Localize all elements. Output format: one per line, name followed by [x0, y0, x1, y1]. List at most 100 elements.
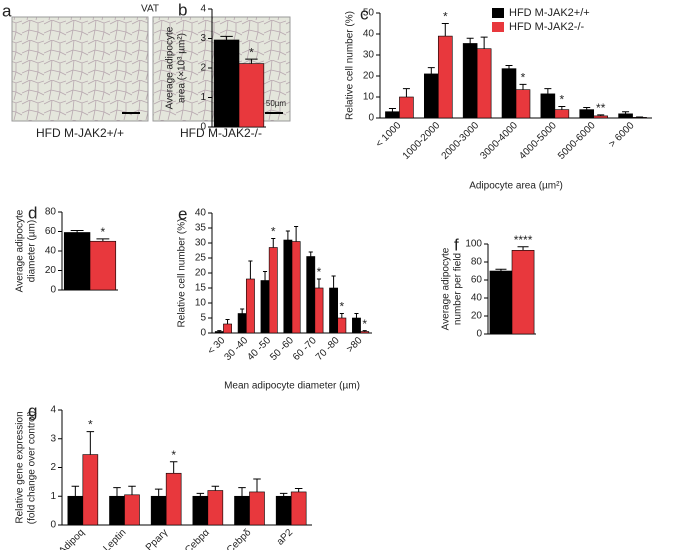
y-axis-label: number per field [453, 253, 464, 325]
bar [476, 48, 492, 119]
y-tick-label: 60 [45, 226, 57, 237]
bar [124, 494, 140, 526]
error-bar [211, 485, 220, 491]
caption: HFD M-JAK2+/+ [36, 126, 124, 140]
bar [223, 323, 232, 334]
bar [385, 111, 400, 119]
error-bar [339, 313, 344, 318]
bar [150, 495, 167, 526]
error-bar [253, 478, 261, 492]
bar [234, 495, 250, 526]
bar [245, 278, 255, 334]
y-tick-label: 50 [363, 8, 375, 19]
panel-label: e [178, 204, 187, 223]
error-bar [262, 271, 268, 281]
error-bar [240, 308, 245, 314]
x-tick-label: > 6000 [607, 120, 637, 150]
bar [329, 287, 339, 334]
error-bar [354, 313, 359, 318]
error-bar [271, 238, 276, 248]
bar [399, 96, 414, 119]
error-bar [217, 330, 222, 332]
x-tick-label: 50 -60 [268, 335, 296, 363]
y-tick-label: 80 [471, 257, 483, 268]
error-bar [96, 238, 110, 242]
y-tick-label: 40 [195, 208, 207, 219]
bar [67, 495, 84, 526]
bar [306, 256, 316, 334]
y-tick-label: 15 [195, 283, 207, 294]
y-tick-label: 35 [195, 223, 207, 234]
micrograph [11, 16, 149, 122]
legend-label: HFD M-JAK2-/- [509, 21, 585, 33]
y-tick-label: 40 [363, 29, 375, 40]
bar [291, 241, 301, 334]
bar [337, 317, 347, 334]
error-bar [113, 487, 121, 497]
error-bar [86, 431, 95, 455]
significance: * [101, 225, 106, 239]
bar [82, 454, 99, 526]
error-bar [294, 487, 303, 492]
error-bar [597, 114, 605, 116]
error-bar [169, 461, 178, 474]
panel-label: b [178, 0, 187, 19]
bar [213, 39, 240, 128]
significance: * [560, 93, 565, 107]
bar [511, 250, 535, 335]
x-tick-label: 3000-4000 [478, 120, 520, 162]
bar [593, 115, 609, 119]
bar [268, 247, 278, 334]
y-tick-label: 10 [363, 92, 375, 103]
y-tick-label: 0 [200, 122, 206, 133]
bar [437, 35, 453, 119]
bar [249, 491, 265, 526]
error-bar [225, 319, 230, 324]
bar [579, 109, 595, 119]
bar [554, 109, 570, 119]
y-tick-label: 40 [45, 246, 57, 257]
y-tick-label: 2 [50, 462, 56, 473]
x-axis-label: Adipocyte area (µm²) [469, 181, 563, 192]
caption: HFD M-JAK2-/- [180, 126, 262, 140]
error-bar [622, 111, 630, 114]
bar [260, 280, 270, 334]
bar [63, 232, 91, 291]
bar [501, 68, 517, 119]
image-title: VAT [141, 4, 159, 15]
x-tick-label: 4000-5000 [517, 120, 559, 162]
x-tick-label: Pparγ [144, 527, 170, 550]
y-tick-label: 4 [200, 4, 206, 15]
y-tick-label: 20 [45, 265, 57, 276]
significance: **** [514, 233, 533, 247]
error-bar [495, 268, 507, 271]
error-bar [362, 330, 367, 332]
error-bar [248, 260, 253, 279]
y-tick-label: 1 [50, 491, 56, 502]
x-tick-label: Cebpδ [225, 527, 254, 550]
y-tick-label: 0 [200, 328, 206, 339]
bar [275, 495, 292, 526]
error-bar [316, 278, 322, 288]
x-tick-label: 40 -50 [245, 335, 273, 363]
error-bar [558, 105, 566, 110]
bar [109, 495, 125, 526]
x-tick-label: aP2 [275, 527, 296, 548]
scale-label: 50µm [266, 99, 287, 108]
bar [290, 491, 307, 526]
error-bar [196, 492, 205, 497]
error-bar [285, 230, 290, 240]
y-tick-label: 3 [50, 433, 56, 444]
error-bar [128, 485, 136, 495]
y-axis-label: Average adipocyte [441, 247, 452, 330]
x-tick-label: 60 -70 [291, 335, 319, 363]
y-tick-label: 0 [50, 520, 56, 531]
bar [207, 490, 224, 526]
x-tick-label: 70 -80 [314, 335, 342, 363]
y-tick-label: 80 [45, 207, 57, 218]
bar [423, 73, 439, 119]
bar [618, 113, 633, 119]
y-tick-label: 100 [465, 239, 482, 250]
y-axis-label: Average adipocyte [15, 209, 26, 292]
bar [165, 472, 182, 526]
